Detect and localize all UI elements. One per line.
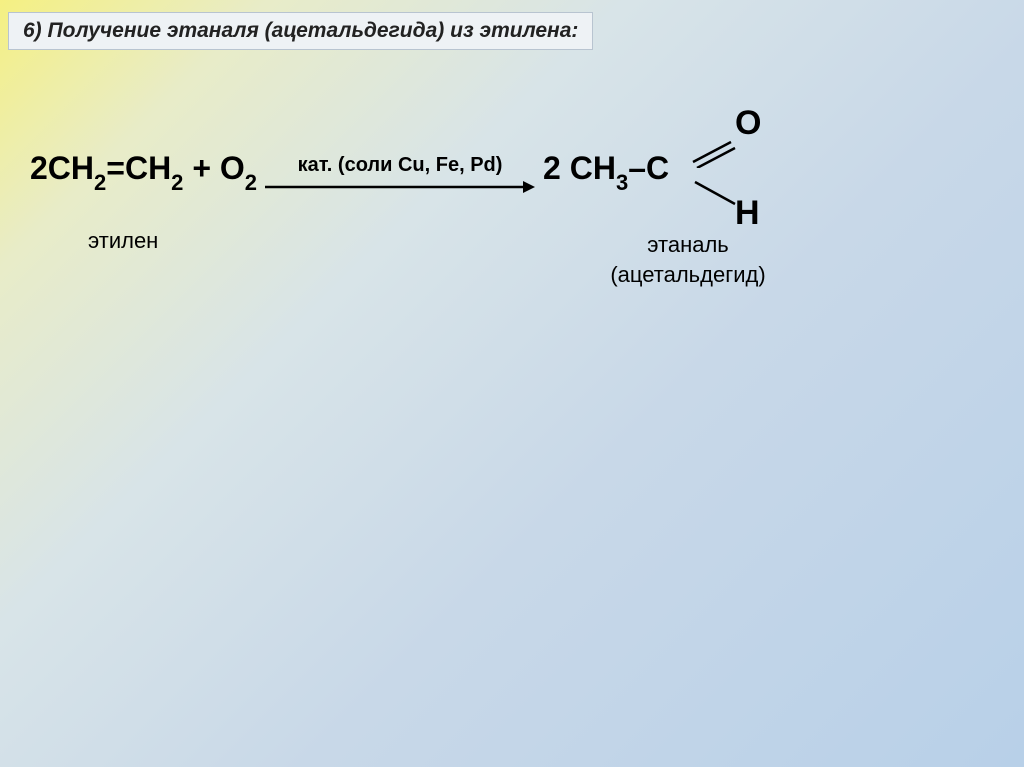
- title-text: 6) Получение этаналя (ацетальдегида) из …: [23, 19, 578, 42]
- reactant-block: 2CH2=CH2 + O2 этилен: [30, 150, 257, 192]
- eq-part: =CH: [106, 150, 171, 186]
- product-block: 2 CH3–C O H этаналь (ацетальдегид): [543, 120, 773, 220]
- chemical-equation: 2CH2=CH2 + O2 этилен кат. (соли Cu, Fe, …: [30, 150, 994, 250]
- product-formula: 2 CH3–C O H: [543, 120, 773, 220]
- product-labels: этаналь (ацетальдегид): [583, 232, 793, 288]
- subscript: 2: [94, 170, 106, 195]
- reactant-formula: 2CH2=CH2 + O2: [30, 150, 257, 192]
- catalyst-text: кат. (соли Cu, Fe, Pd): [298, 154, 503, 177]
- acetaldehyde-label: (ацетальдегид): [583, 262, 793, 288]
- ethylene-label: этилен: [88, 228, 158, 254]
- coef-part: 2CH: [30, 150, 94, 186]
- hydrogen-atom: H: [735, 194, 760, 233]
- product-main-line: 2 CH3–C: [543, 150, 669, 192]
- subscript: 2: [171, 170, 183, 195]
- arrow-block: кат. (соли Cu, Fe, Pd): [265, 154, 535, 195]
- prod-coef: 2 CH: [543, 150, 616, 186]
- subscript: 3: [616, 170, 628, 195]
- ethanal-label: этаналь: [583, 232, 793, 258]
- single-bond-icon: [693, 178, 741, 208]
- reaction-arrow-icon: [265, 179, 535, 195]
- plus-part: + O: [183, 150, 244, 186]
- oxygen-atom: O: [735, 104, 761, 143]
- prod-c: –C: [628, 150, 669, 186]
- double-bond-icon: [691, 138, 739, 168]
- subscript: 2: [245, 170, 257, 195]
- title-box: 6) Получение этаналя (ацетальдегида) из …: [8, 12, 593, 50]
